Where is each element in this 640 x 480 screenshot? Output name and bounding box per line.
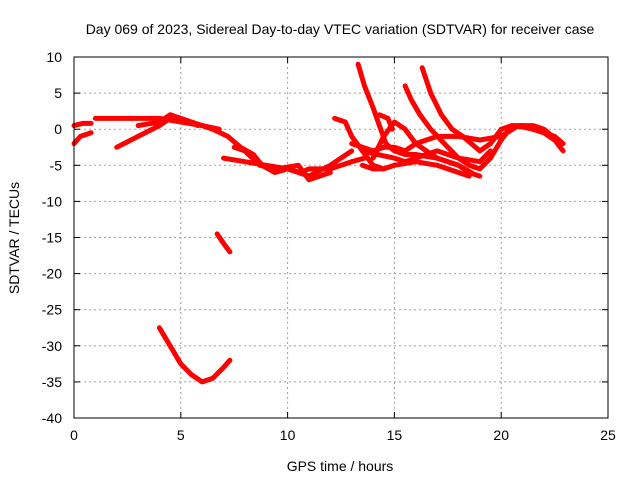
x-tick-label: 20 (493, 427, 509, 443)
y-tick-label: -40 (42, 410, 62, 426)
axis-ticks: 0 5 10 15 20 25 10 5 0 -5 -10 -15 -20 -25 -30 -35 -40 (42, 49, 616, 443)
series-line-arc-18 (376, 112, 395, 132)
series-line-arc-8 (214, 231, 233, 255)
y-tick-label: 5 (54, 85, 62, 101)
x-tick-label: 5 (177, 427, 185, 443)
series-line-arc-2 (71, 120, 94, 129)
y-tick-label: -15 (42, 230, 62, 246)
series-line-arc-14 (359, 148, 493, 165)
series-line-arc-9 (156, 325, 233, 385)
series-line-arc-13 (419, 65, 566, 154)
x-axis-label: GPS time / hours (287, 458, 394, 474)
y-tick-label: -10 (42, 193, 62, 209)
series-line-arc-1 (71, 130, 94, 147)
grid (74, 57, 608, 418)
y-tick-label: 0 (54, 121, 62, 137)
y-tick-label: -25 (42, 302, 62, 318)
y-tick-label: -35 (42, 374, 62, 390)
data-series (71, 61, 566, 385)
chart-title: Day 069 of 2023, Sidereal Day-to-day VTE… (86, 21, 595, 37)
y-tick-label: 10 (46, 49, 62, 65)
x-tick-label: 25 (600, 427, 616, 443)
y-tick-label: -20 (42, 266, 62, 282)
series-line-arc-7 (231, 144, 333, 183)
y-axis-label: SDTVAR / TECUs (6, 182, 22, 294)
x-tick-label: 15 (387, 427, 403, 443)
y-tick-label: -5 (50, 157, 63, 173)
y-tick-label: -30 (42, 338, 62, 354)
x-tick-label: 10 (280, 427, 296, 443)
x-tick-label: 0 (70, 427, 78, 443)
series-line-arc-17 (359, 159, 472, 179)
